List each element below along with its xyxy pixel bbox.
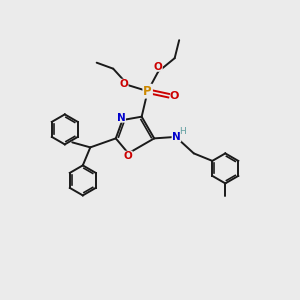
Text: O: O bbox=[124, 151, 133, 161]
Text: P: P bbox=[143, 85, 152, 98]
Text: N: N bbox=[172, 132, 181, 142]
Text: H: H bbox=[179, 127, 186, 136]
Text: O: O bbox=[154, 61, 163, 72]
Text: N: N bbox=[117, 113, 126, 123]
Text: O: O bbox=[169, 91, 179, 101]
Text: O: O bbox=[120, 79, 128, 89]
